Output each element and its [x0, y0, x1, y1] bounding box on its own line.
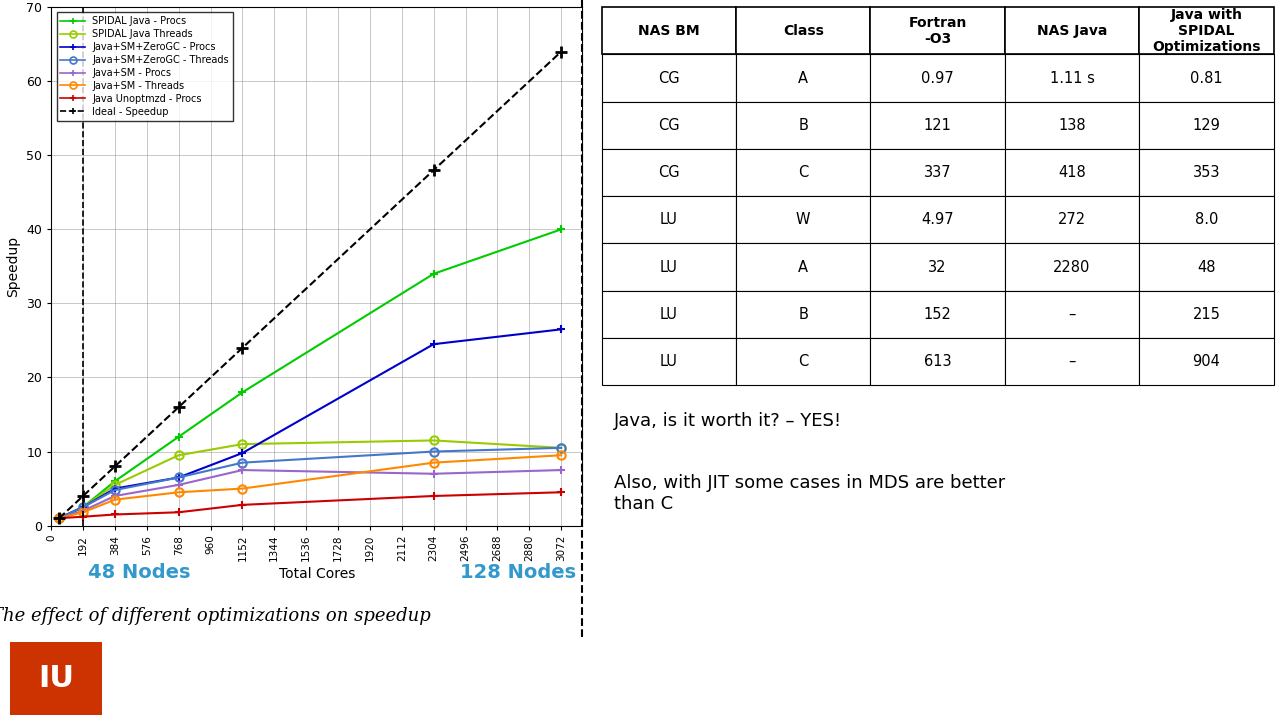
Bar [10, 642, 102, 715]
Ideal - Speedup [234, 343, 250, 352]
Line: Ideal - Speedup: Ideal - Speedup [54, 46, 567, 523]
Text: 5/16/2016: 5/16/2016 [118, 703, 174, 714]
Text: 48 Nodes: 48 Nodes [88, 563, 191, 582]
SPIDAL Java - Procs [426, 269, 442, 278]
SPIDAL Java Threads [234, 440, 250, 449]
Text: 24: 24 [1235, 670, 1261, 688]
Java Unoptmzd - Procs [426, 492, 442, 500]
Java+SM+ZeroGC - Procs [76, 503, 91, 511]
Java+SM - Threads [553, 451, 568, 459]
Java Unoptmzd - Procs [51, 514, 67, 523]
Java+SM - Procs [108, 492, 123, 500]
Line: Java Unoptmzd - Procs: Java Unoptmzd - Procs [55, 488, 566, 523]
X-axis label: Total Cores: Total Cores [279, 567, 355, 581]
Text: 128 Nodes: 128 Nodes [460, 563, 576, 582]
Java Unoptmzd - Procs [234, 500, 250, 509]
Line: Java+SM+ZeroGC - Procs: Java+SM+ZeroGC - Procs [55, 325, 566, 523]
Java+SM - Procs [172, 480, 187, 489]
Y-axis label: Speedup: Speedup [6, 236, 20, 297]
Java+SM+ZeroGC - Threads [108, 486, 123, 495]
SPIDAL Java Threads [553, 444, 568, 452]
Ideal - Speedup [108, 462, 123, 471]
SPIDAL Java Threads [76, 503, 91, 511]
Java+SM - Threads [108, 495, 123, 504]
Java+SM+ZeroGC - Procs [172, 473, 187, 482]
Line: SPIDAL Java Threads: SPIDAL Java Threads [55, 436, 566, 523]
Java+SM+ZeroGC - Procs [108, 485, 123, 493]
Java+SM+ZeroGC - Procs [426, 340, 442, 348]
Java Unoptmzd - Procs [76, 513, 91, 521]
Text: Java, is it worth it? – YES!: Java, is it worth it? – YES! [614, 412, 842, 430]
SPIDAL Java - Procs [108, 477, 123, 485]
Java+SM - Threads [234, 485, 250, 493]
SPIDAL Java - Procs [172, 433, 187, 441]
Java+SM - Procs [51, 514, 67, 523]
SPIDAL Java Threads [108, 480, 123, 489]
SPIDAL Java - Procs [51, 514, 67, 523]
Java+SM - Threads [76, 508, 91, 516]
Java Unoptmzd - Procs [108, 510, 123, 519]
Java+SM - Threads [426, 459, 442, 467]
Line: Java+SM - Threads: Java+SM - Threads [55, 451, 566, 523]
Java+SM+ZeroGC - Threads [172, 473, 187, 482]
Ideal - Speedup [172, 402, 187, 411]
Line: Java+SM+ZeroGC - Threads: Java+SM+ZeroGC - Threads [55, 444, 566, 523]
Java+SM+ZeroGC - Threads [51, 514, 67, 523]
Java+SM+ZeroGC - Threads [553, 444, 568, 452]
Ideal - Speedup [76, 492, 91, 500]
Line: Java+SM - Procs: Java+SM - Procs [55, 466, 566, 523]
Java+SM - Procs [553, 466, 568, 474]
Java+SM - Procs [426, 469, 442, 478]
Java Unoptmzd - Procs [553, 488, 568, 497]
SPIDAL Java Threads [51, 514, 67, 523]
Java+SM+ZeroGC - Procs [51, 514, 67, 523]
Java+SM+ZeroGC - Threads [426, 447, 442, 456]
Ideal - Speedup [51, 514, 67, 523]
Ideal - Speedup [426, 166, 442, 174]
Java+SM - Threads [51, 514, 67, 523]
Text: IU: IU [38, 664, 74, 693]
Java+SM - Procs [234, 466, 250, 474]
SPIDAL Java - Procs [76, 503, 91, 511]
Text: The effect of different optimizations on speedup: The effect of different optimizations on… [0, 606, 430, 624]
Java+SM+ZeroGC - Procs [234, 449, 250, 457]
SPIDAL Java - Procs [553, 225, 568, 234]
Java+SM - Procs [76, 506, 91, 515]
SPIDAL Java - Procs [234, 388, 250, 397]
Line: SPIDAL Java - Procs: SPIDAL Java - Procs [55, 225, 566, 523]
Legend: SPIDAL Java - Procs, SPIDAL Java Threads, Java+SM+ZeroGC - Procs, Java+SM+ZeroGC: SPIDAL Java - Procs, SPIDAL Java Threads… [56, 12, 233, 120]
SPIDAL Java Threads [172, 451, 187, 459]
Java+SM+ZeroGC - Procs [553, 325, 568, 333]
Text: INDIANA UNIVERSITY BLOOMINGTON: INDIANA UNIVERSITY BLOOMINGTON [118, 655, 307, 665]
Text: Also, with JIT some cases in MDS are better
than C: Also, with JIT some cases in MDS are bet… [614, 474, 1006, 513]
Java+SM+ZeroGC - Threads [76, 503, 91, 511]
Text: SCHOOL OF INFORMATICS AND COMPUTING: SCHOOL OF INFORMATICS AND COMPUTING [118, 678, 526, 696]
SPIDAL Java Threads [426, 436, 442, 445]
Java+SM - Threads [172, 488, 187, 497]
Ideal - Speedup [553, 48, 568, 56]
Java+SM+ZeroGC - Threads [234, 459, 250, 467]
Java Unoptmzd - Procs [172, 508, 187, 516]
